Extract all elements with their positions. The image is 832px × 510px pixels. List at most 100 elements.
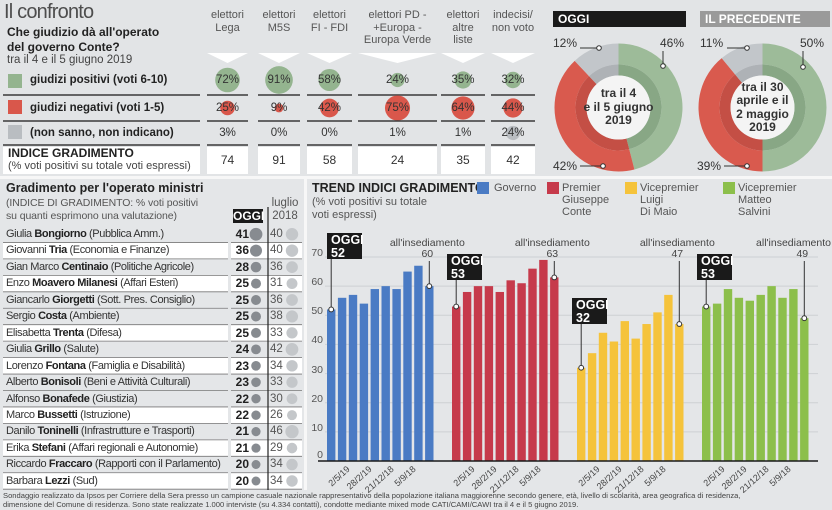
survey-date: tra il 4 e il 5 giugno 2019 — [7, 54, 133, 66]
bar — [587, 353, 597, 461]
row-label-non_sanno: (non sanno, non indicano) — [30, 127, 174, 139]
minister-score-luglio: 29 — [270, 441, 283, 454]
column-header: indecisi/non voto — [487, 9, 539, 34]
minister-name: Elisabetta Trenta (Difesa) — [6, 325, 122, 341]
value-bubble-positivi — [318, 68, 341, 92]
donut-leader-dot — [800, 64, 806, 70]
minister-score-luglio: 30 — [270, 392, 283, 405]
oggi-callout-value: 53 — [701, 266, 715, 281]
value-negativi: 64% — [451, 102, 475, 114]
oggi-callout: OGGI 53 — [697, 254, 734, 281]
score-dot-oggi — [251, 278, 261, 289]
page-title: Il confronto — [4, 1, 94, 23]
oggi-callout-value: 52 — [331, 245, 345, 260]
legend-square-non_sanno — [8, 125, 22, 139]
donut-slice-label: 12% — [553, 36, 578, 50]
insediamento-value: 60 — [421, 248, 434, 260]
score-dot-luglio — [286, 442, 298, 454]
minister-first-name: Danilo — [6, 425, 35, 438]
minister-last-name: Bonafede — [42, 392, 90, 405]
minister-row-bg — [3, 439, 228, 457]
column-chevron — [441, 53, 485, 63]
donut-center-line: 2019 — [749, 120, 776, 134]
legend-line: Salvini — [738, 206, 771, 218]
column-header-line: Lega — [215, 21, 240, 34]
value-bubble-positivi — [504, 71, 522, 89]
minister-score-oggi: 24 — [235, 342, 249, 357]
minister-role: (Sud) — [72, 474, 98, 487]
minister-last-name: Centinaio — [61, 260, 109, 273]
value-bubble-positivi — [215, 67, 240, 93]
minister-last-name: Stefani — [31, 441, 66, 454]
minister-last-name: Toninelli — [37, 425, 79, 438]
question-line: Che giudizio dà all'operato — [7, 25, 160, 39]
column-header: elettori Lega — [203, 9, 252, 34]
score-dot-oggi — [251, 394, 261, 404]
minister-score-oggi: 20 — [235, 473, 249, 488]
minister-last-name: Bonisoli — [40, 376, 82, 389]
minister-row-bg — [3, 242, 228, 259]
bar — [631, 338, 640, 461]
bar — [734, 297, 744, 461]
minister-role: (Beni e Attività Culturali) — [83, 376, 191, 389]
value-bubble-negativi — [320, 98, 339, 118]
minister-first-name: Alberto — [6, 376, 39, 389]
donut-slice — [618, 43, 683, 170]
donut-leader-dot — [596, 45, 602, 51]
minister-first-name: Giulia — [6, 343, 32, 356]
indice-value: 91 — [272, 153, 286, 167]
minister-values-bg — [231, 275, 302, 292]
bar — [425, 286, 434, 461]
minister-first-name: Sergio — [6, 310, 36, 323]
value-non_sanno: 1% — [389, 127, 406, 139]
donut-slice-label: 50% — [800, 36, 825, 50]
donut-slice-inner — [762, 64, 806, 151]
score-dot-luglio — [285, 310, 299, 323]
score-dot-oggi — [251, 295, 261, 306]
minister-score-oggi: 21 — [235, 424, 249, 439]
minister-score-oggi: 36 — [235, 243, 249, 258]
row-label-positivi: giudizi positivi (voti 6-10) — [30, 74, 168, 86]
column-header-line: altre — [452, 21, 474, 34]
column-header-line: elettori PD - — [368, 9, 427, 21]
header-line: 2018 — [272, 209, 298, 222]
value-non_sanno: 24% — [501, 127, 525, 139]
minister-first-name: Lorenzo — [6, 359, 43, 372]
indice-subtitle: (% voti positivi su totale voti espressi… — [8, 160, 191, 172]
donut-center-line: tra il 4 — [600, 86, 637, 101]
minister-first-name: Giulia — [6, 228, 32, 240]
minister-role: (Famiglia e Disabilità) — [88, 359, 185, 372]
y-tick-label: 60 — [311, 276, 323, 289]
score-dot-oggi — [249, 227, 263, 241]
column-header-line: non voto — [491, 21, 535, 34]
minister-score-luglio: 40 — [270, 244, 283, 257]
top-section-background — [0, 0, 832, 176]
minister-score-luglio: 46 — [270, 425, 283, 438]
donut-header: IL PRECEDENTE — [700, 11, 830, 27]
bar — [723, 289, 733, 461]
donut-slice — [574, 43, 619, 77]
score-dot-luglio — [285, 343, 299, 356]
subtitle-line: (% voti positivi su totale — [312, 196, 427, 208]
ministri-title: Gradimento per l'operato ministri — [6, 181, 204, 195]
column-header-line: elettori — [446, 9, 480, 21]
y-tick-label: 50 — [311, 305, 323, 318]
value-bubble-non_sanno — [505, 125, 521, 141]
insediamento-label: all'insediamento — [756, 237, 831, 249]
bar — [702, 306, 711, 461]
legend-line: Governo — [494, 182, 537, 194]
legend-square-positivi — [8, 74, 22, 88]
donut-center-line: tra il 30 — [741, 79, 784, 94]
minister-name: Alberto Bonisoli (Beni e Attività Cultur… — [6, 374, 191, 390]
minister-role: (Sott. Pres. Consiglio) — [97, 293, 195, 306]
minister-name: Giulia Grillo (Salute) — [6, 341, 99, 357]
minister-first-name: Giovanni — [6, 244, 47, 257]
minister-score-luglio: 34 — [270, 359, 283, 372]
bar — [506, 280, 515, 461]
indice-value: 35 — [456, 153, 470, 167]
bar — [381, 286, 390, 461]
minister-score-oggi: 41 — [235, 227, 249, 241]
value-bubble-non_sanno — [461, 131, 465, 135]
minister-last-name: Costa — [38, 310, 67, 323]
trend-title: TREND INDICI GRADIMENTO — [312, 181, 485, 195]
